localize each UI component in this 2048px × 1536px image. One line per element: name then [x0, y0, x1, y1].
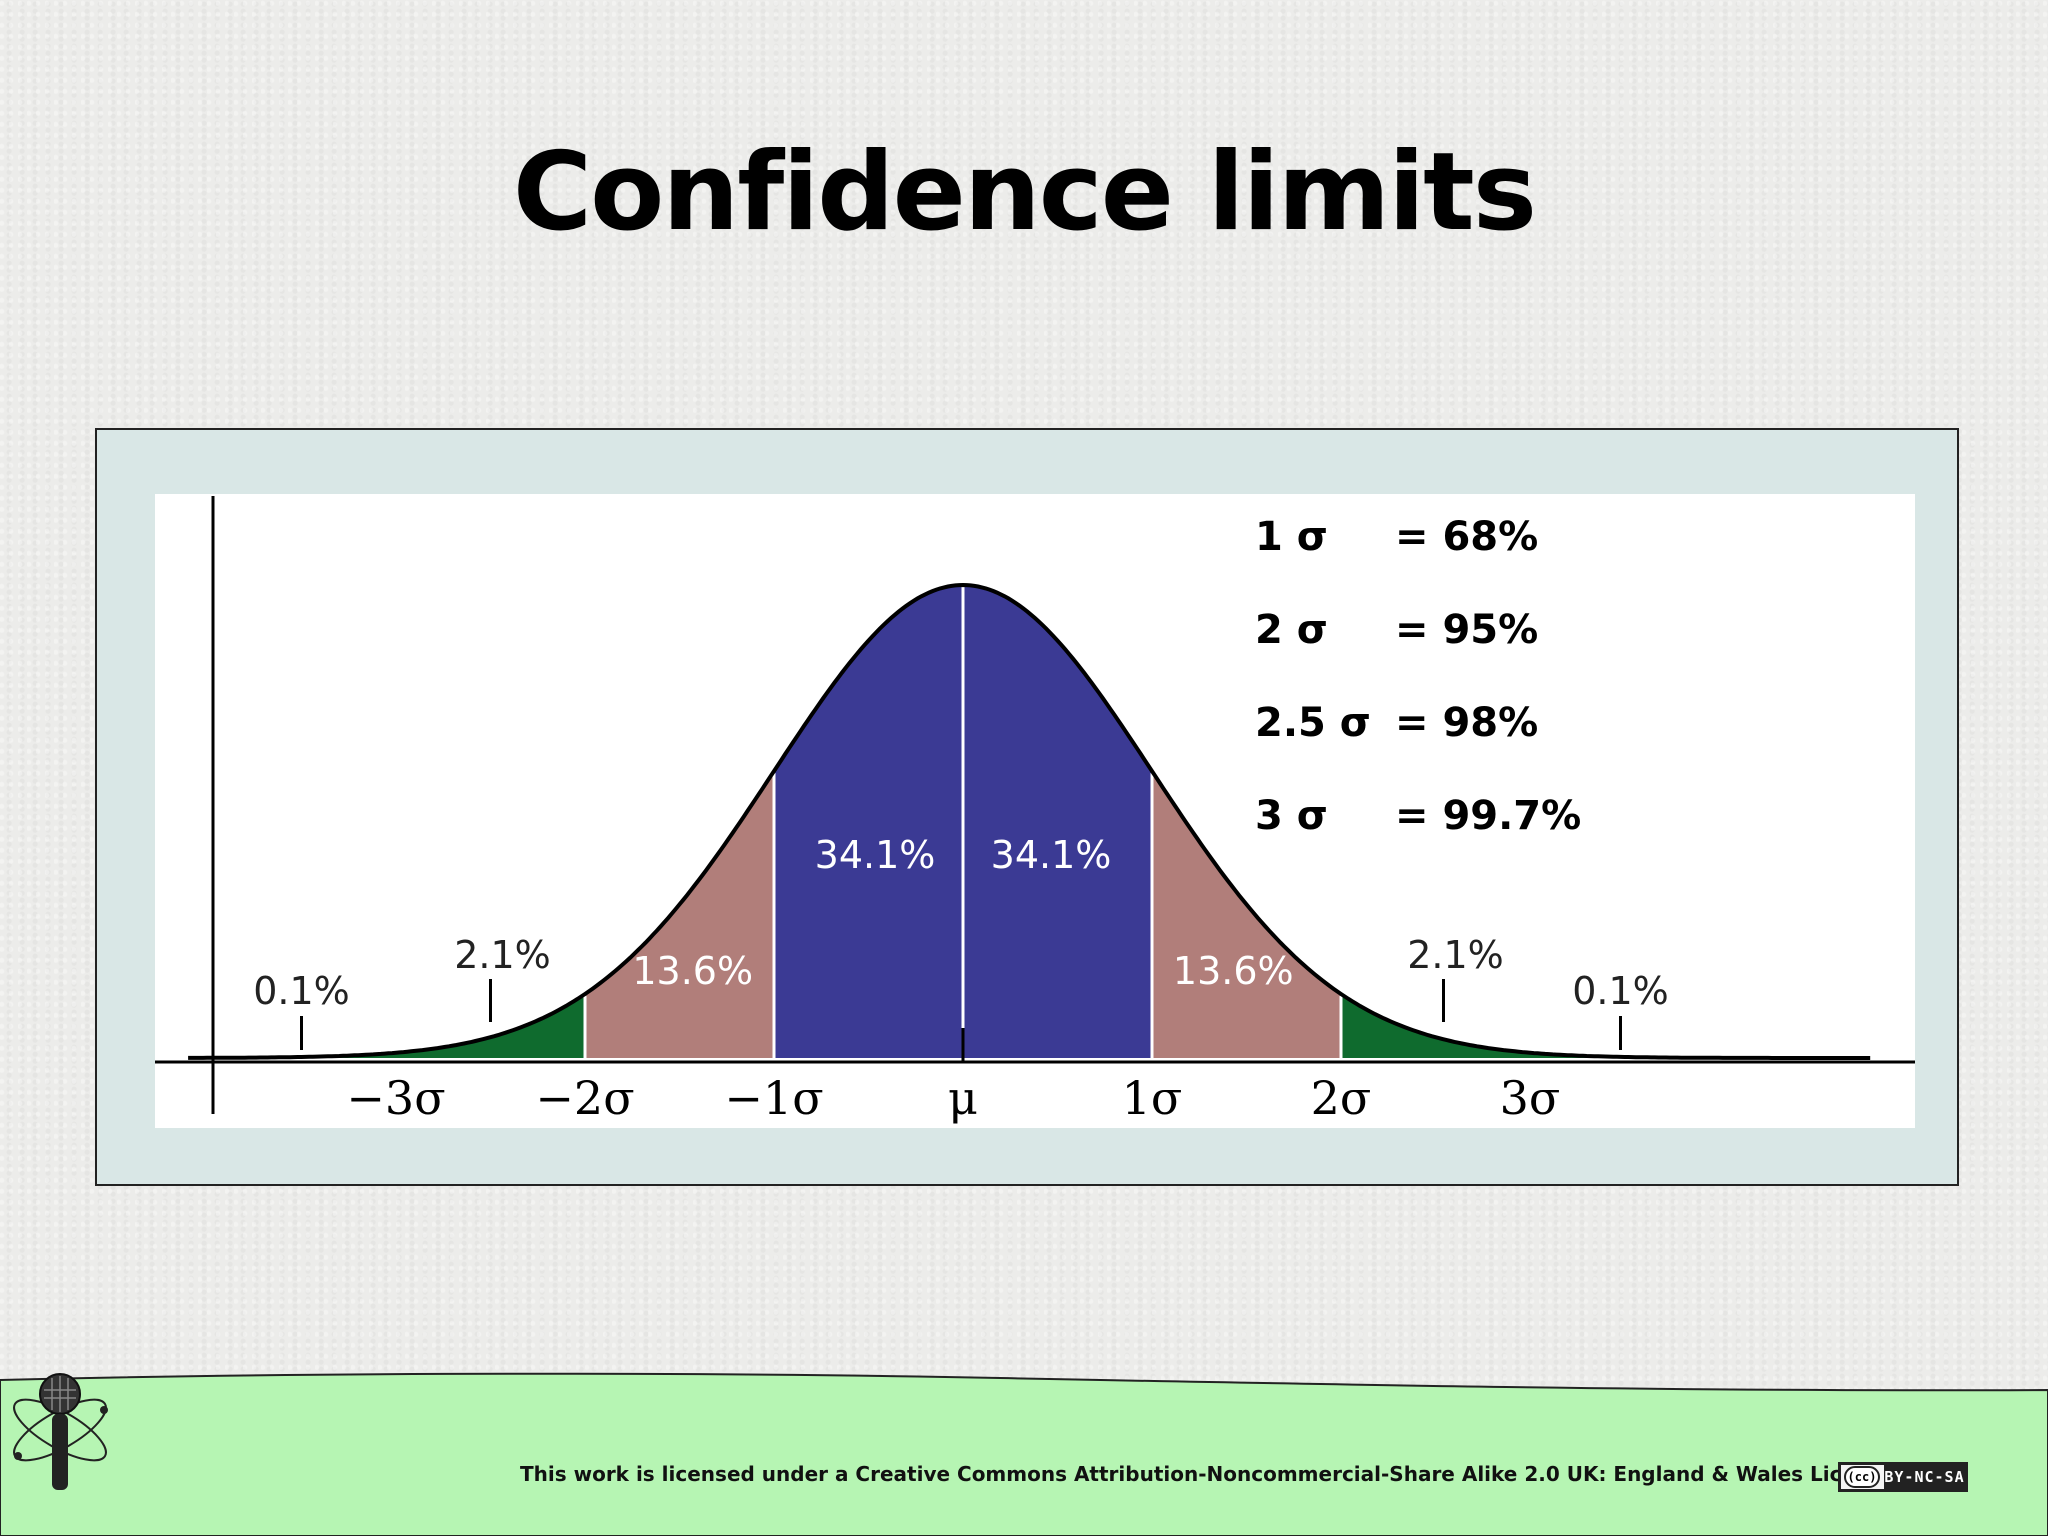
legend-sigma-0: 1 σ	[1255, 514, 1328, 560]
tail-label-1: 0.1%	[1572, 969, 1669, 1013]
legend-row-2: 2.5 σ = 98%	[1255, 700, 1655, 793]
x-tick-label-5: 2σ	[1311, 1071, 1372, 1125]
x-tick-label-1: −2σ	[535, 1071, 634, 1125]
license-text: This work is licensed under a Creative C…	[520, 1462, 1895, 1486]
x-tick-label-6: 3σ	[1500, 1071, 1561, 1125]
x-tick-label-2: −1σ	[724, 1071, 823, 1125]
distribution-curve	[188, 582, 1871, 1060]
legend-value-0: = 68%	[1395, 514, 1539, 560]
cc-terms: BY-NC-SA	[1884, 1465, 1965, 1489]
legend-sigma-3: 3 σ	[1255, 793, 1328, 839]
x-tick-label-4: 1σ	[1122, 1071, 1183, 1125]
region-label-3: 34.1%	[991, 833, 1112, 877]
chart-frame: −3σ −2σ −1σ μ 1σ 2σ 3σ 2.1% 13.6% 34.1% 34.1% 13.6%…	[95, 428, 1959, 1186]
legend-value-2: = 98%	[1395, 700, 1539, 746]
tail-label-0: 0.1%	[253, 969, 350, 1013]
cc-icon: (cc)	[1844, 1466, 1880, 1488]
footer-band	[0, 1372, 2048, 1536]
normal-distribution-chart: −3σ −2σ −1σ μ 1σ 2σ 3σ 2.1% 13.6% 34.1% 34.1% 13.6%…	[155, 496, 1915, 1125]
legend-sigma-1: 2 σ	[1255, 607, 1328, 653]
x-tick-label-0: −3σ	[346, 1071, 445, 1125]
region-label-0: 2.1%	[454, 933, 551, 977]
region-label-1: 13.6%	[632, 949, 753, 993]
footer: This work is licensed under a Creative C…	[0, 1370, 2048, 1536]
cc-license-badge[interactable]: (cc) BY-NC-SA	[1838, 1462, 1968, 1492]
legend-row-3: 3 σ = 99.7%	[1255, 793, 1655, 886]
slide-title: Confidence limits	[512, 130, 1537, 255]
region-label-4: 13.6%	[1173, 949, 1294, 993]
legend-row-1: 2 σ = 95%	[1255, 607, 1655, 700]
region-5	[1341, 994, 1738, 1058]
region-label-2: 34.1%	[815, 833, 936, 877]
x-tick-label-3: μ	[948, 1071, 978, 1125]
region-0	[188, 994, 585, 1058]
legend-value-3: = 99.7%	[1395, 793, 1582, 839]
legend-sigma-2: 2.5 σ	[1255, 700, 1371, 746]
region-2	[774, 585, 963, 1058]
legend-value-1: = 95%	[1395, 607, 1539, 653]
region-3	[963, 585, 1152, 1058]
sigma-legend: 1 σ = 68% 2 σ = 95% 2.5 σ = 98% 3 σ = 99.7%	[1255, 514, 1655, 886]
microphone-atom-icon	[13, 1373, 108, 1490]
region-label-5: 2.1%	[1407, 933, 1504, 977]
chart-panel: −3σ −2σ −1σ μ 1σ 2σ 3σ 2.1% 13.6% 34.1% 34.1% 13.6%…	[155, 494, 1915, 1128]
legend-row-0: 1 σ = 68%	[1255, 514, 1655, 607]
